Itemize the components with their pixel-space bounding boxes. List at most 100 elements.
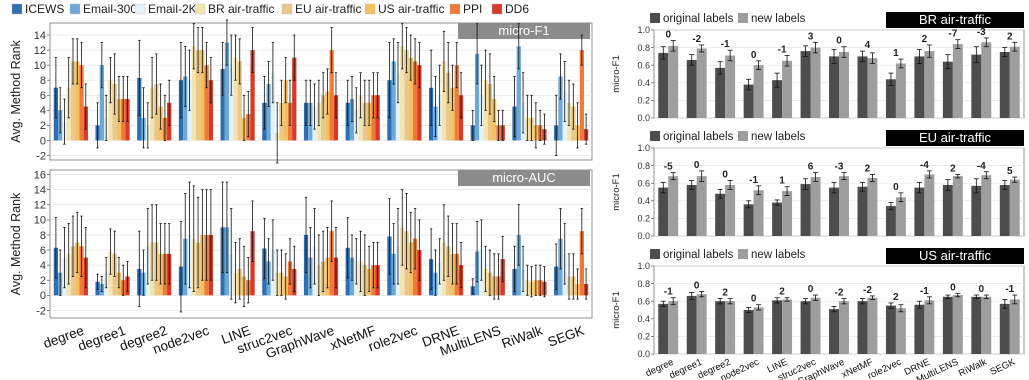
bar-drne-ppi <box>454 65 459 141</box>
legend-label-dd6: DD6 <box>505 2 529 16</box>
bar-drne-original-labels <box>914 187 925 236</box>
bar-struc2vec-email-300 <box>266 83 271 141</box>
panel-title-box <box>886 130 1024 146</box>
bar-graphwave-ppi <box>329 50 334 141</box>
bar-graphwave-original-labels <box>829 309 839 354</box>
bar-segk-new-labels <box>1009 46 1020 118</box>
bar-degree1-new-labels <box>696 176 707 236</box>
legend-label-new-labels: new labels <box>751 249 806 261</box>
legend-label-eu-air-traffic: EU air-traffic <box>295 2 361 16</box>
y-tick-label: 4 <box>40 105 46 117</box>
bar-riwalk-original-labels <box>971 185 982 236</box>
y-axis-label: micro-F1 <box>611 173 622 210</box>
bar-role2vec-email-300 <box>391 61 396 141</box>
y-tick-label: -2 <box>36 150 46 162</box>
bar-role2vec-original-labels <box>885 79 896 118</box>
bar-riwalk-new-labels <box>981 296 992 354</box>
bar-line-original-labels <box>772 300 783 354</box>
bar-degree1-email-300 <box>99 65 104 141</box>
bar-line-new-labels <box>782 191 793 236</box>
rank-change-label: -4 <box>977 161 986 172</box>
bar-xnetmf-original-labels <box>857 56 868 118</box>
bar-role2vec-dd6 <box>417 65 422 141</box>
bar-graphwave-original-labels <box>829 187 839 236</box>
x-tick-label-segk: SEGK <box>546 323 586 350</box>
bar-line-dd6 <box>250 231 255 296</box>
y-tick-label: 0.8 <box>637 279 650 289</box>
rank-change-label: 0 <box>665 30 671 41</box>
bar-line-new-labels <box>782 299 793 354</box>
legend-swatch-email-300 <box>69 3 81 15</box>
bar-struc2vec-original-labels <box>800 301 811 354</box>
rank-change-label: -1 <box>920 286 929 297</box>
left-legend: ICEWS Email-300 Email-2K BR air-traffic EU a… <box>11 2 529 16</box>
bar-degree1-original-labels <box>686 59 697 118</box>
bar-node2vec-original-labels <box>743 84 754 118</box>
bar-degree1-new-labels <box>696 294 707 354</box>
y-tick-label: 0.0 <box>637 231 650 241</box>
bar-role2vec-us-air-traffic <box>408 57 413 141</box>
bar-segk-email-300 <box>558 76 563 141</box>
bar-degree2-new-labels <box>725 184 736 236</box>
bar-riwalk-email-300 <box>516 46 521 141</box>
x-tick-label-segk: SEGK <box>988 356 1017 377</box>
rank-change-label: 2 <box>922 34 928 45</box>
br-air-traffic-chart: original labels new labels 0.0 0.2 0.4 0.6 0.8… <box>611 12 1025 123</box>
legend-swatch-original-labels <box>650 131 660 141</box>
bar-role2vec-new-labels <box>895 63 906 118</box>
x-tick-label-riwalk: RiWalk <box>500 323 545 352</box>
rank-change-label: 1 <box>893 48 899 59</box>
micro-auc-rank-chart: -2 0 2 4 6 8 10 12 14 16 Avg. Method Rank micro-AUC <box>9 169 593 319</box>
bar-segk-new-labels <box>1009 179 1020 236</box>
bar-struc2vec-dd6 <box>292 57 297 141</box>
legend-swatch-original-labels <box>650 249 660 259</box>
rank-change-label: -1 <box>664 287 673 298</box>
bar-degree1-original-labels <box>686 295 697 354</box>
bar-struc2vec-email-2k <box>270 72 276 141</box>
y-tick-label: 4 <box>40 260 46 272</box>
bar-line-original-labels <box>772 202 783 236</box>
bar-degree1-new-labels <box>696 48 707 119</box>
bar-node2vec-eu-air-traffic <box>195 50 201 141</box>
bar-role2vec-br-air-traffic <box>400 46 405 141</box>
bar-struc2vec-original-labels <box>800 51 811 119</box>
bar-node2vec-dd6 <box>208 80 214 141</box>
y-tick-label: 0.8 <box>637 161 650 171</box>
bar-multilens-original-labels <box>942 61 953 118</box>
bar-segk-original-labels <box>999 52 1010 118</box>
bar-degree2-original-labels <box>715 67 726 118</box>
legend-label-original-labels: original labels <box>663 131 734 143</box>
y-tick-label: 2 <box>40 275 46 287</box>
bar-line-eu-air-traffic <box>237 61 242 141</box>
legend-swatch-icews <box>11 3 23 15</box>
rank-change-label: 0 <box>722 170 728 181</box>
rank-change-label: -3 <box>977 27 986 38</box>
eu-air-traffic-chart: original labels new labels 0.0 0.2 0.4 0.6 0.8… <box>611 130 1025 241</box>
bar-degree-original-labels <box>658 303 669 354</box>
y-tick-label: 8 <box>40 75 46 87</box>
bar-xnetmf-original-labels <box>857 186 868 236</box>
bar-degree-new-labels <box>668 176 679 236</box>
bar-line-icews <box>220 68 225 141</box>
rank-change-label: 0 <box>979 284 985 295</box>
bar-drne-original-labels <box>914 56 925 118</box>
y-tick-label: 14 <box>34 30 46 42</box>
bar-multilens-email-300 <box>474 53 480 141</box>
bar-drne-us-air-traffic <box>450 87 455 141</box>
legend-swatch-original-labels <box>650 13 660 23</box>
bar-degree1-original-labels <box>686 184 697 236</box>
rank-change-label: 2 <box>722 288 728 299</box>
bar-node2vec-ppi <box>204 65 209 141</box>
rank-change-label: -3 <box>835 162 844 173</box>
bar-degree2-new-labels <box>725 301 736 354</box>
rank-change-label: 2 <box>950 163 956 174</box>
bar-drne-original-labels <box>914 304 925 354</box>
y-tick-label: 8 <box>40 230 46 242</box>
bar-segk-original-labels <box>999 184 1010 236</box>
rank-change-label: 2 <box>865 163 871 174</box>
rank-change-label: -1 <box>778 45 787 56</box>
rank-change-label: -2 <box>692 34 701 45</box>
bar-line-email-300 <box>224 42 230 141</box>
y-tick-label: 1.0 <box>637 25 650 35</box>
bar-riwalk-new-labels <box>981 175 992 236</box>
